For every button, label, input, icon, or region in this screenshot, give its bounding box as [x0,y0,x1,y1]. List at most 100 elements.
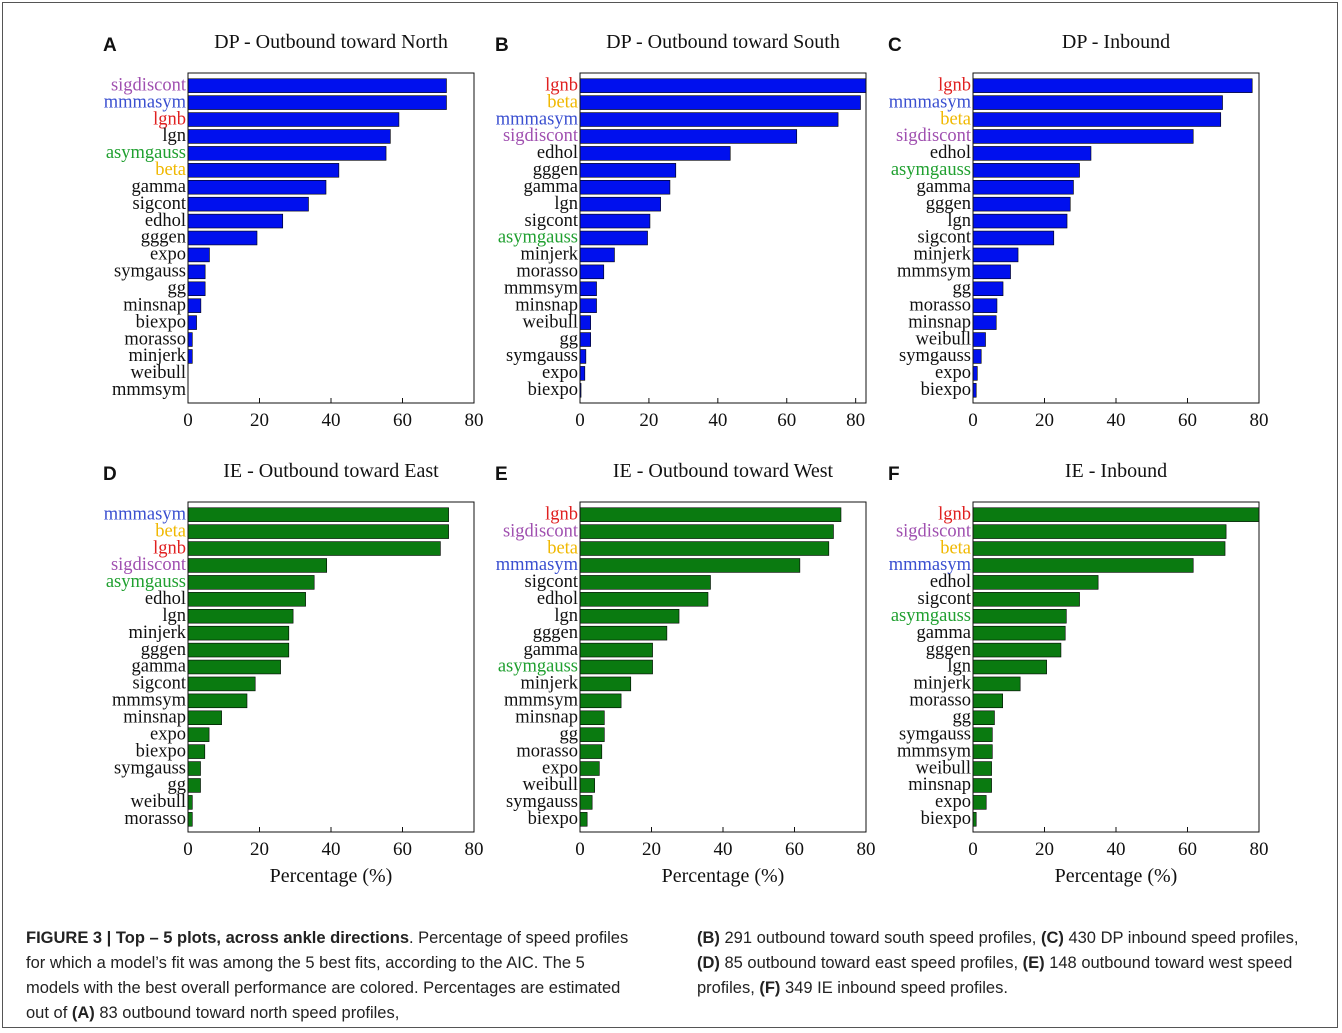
bar [972,349,982,364]
category-label: biexpo [921,380,971,400]
bar [187,795,193,810]
bar [972,558,1194,573]
x-tick-label: 80 [1250,839,1269,860]
bar [579,298,597,313]
x-tick-label: 0 [575,839,585,860]
category-label: minsnap [123,708,186,728]
category-label: beta [155,160,186,180]
category-label: weibull [916,758,972,778]
bar [579,693,622,709]
bar [579,795,593,810]
category-label: lgnb [153,538,186,558]
x-tick-label: 0 [183,839,193,860]
category-label: mmmsym [112,380,187,400]
category-label: edhol [145,211,186,231]
x-tick-label: 60 [1178,839,1197,860]
bar [579,558,801,573]
caption-text-d: 85 outbound toward east speed profiles, [719,954,1023,972]
bar [972,281,1004,297]
category-label: minsnap [123,295,186,315]
category-label: sigdiscont [111,75,187,95]
x-tick-label: 60 [785,839,804,860]
bar [579,659,653,675]
bar [579,727,605,742]
bar [972,213,1068,229]
category-label: symgauss [506,346,578,366]
bar [187,315,197,330]
panel-letter: F [888,464,900,485]
category-label: expo [935,363,971,383]
bar [579,129,798,144]
bar [972,727,993,742]
category-label: sigdiscont [503,521,579,541]
category-label: mmmsym [112,691,187,711]
chart-title: IE - Outbound toward East [223,460,439,482]
category-label: mmmasym [104,504,187,524]
category-label: lgn [554,606,578,626]
x-tick-label: 80 [465,839,484,860]
bar [972,298,998,313]
category-label: asymgauss [106,143,186,163]
bar [579,744,603,759]
bar [579,95,861,110]
x-tick-label: 80 [465,410,484,431]
category-label: mmmasym [496,555,579,575]
bar [187,642,290,658]
category-label: sigdiscont [896,521,972,541]
bar [972,78,1253,93]
bar [579,507,842,522]
category-label: mmmsym [897,262,972,282]
category-label: symgauss [506,792,578,812]
category-label: sigcont [525,211,579,231]
panel-letter: A [103,35,117,56]
category-label: sigcont [918,228,972,248]
bar [187,558,328,573]
x-tick-label: 20 [250,839,269,860]
caption-text-f: 349 IE inbound speed profiles. [780,979,1008,997]
category-label: beta [940,109,971,129]
bar [972,778,992,793]
category-label: symgauss [114,262,186,282]
bar [187,659,281,675]
category-label: gamma [917,177,971,197]
category-label: lgnb [153,109,186,129]
bar [187,264,206,280]
category-label: asymgauss [891,160,971,180]
bar [972,264,1011,280]
category-label: gamma [132,657,186,677]
caption-text-a: 83 outbound toward north speed profiles, [94,1004,400,1022]
category-label: gg [560,724,579,744]
x-tick-label: 20 [639,410,658,431]
bar [187,744,206,759]
category-label: asymgauss [498,657,578,677]
category-label: sigcont [133,674,187,694]
bar [187,95,447,110]
category-label: weibull [523,775,579,795]
bar [972,575,1099,590]
bar [579,196,661,212]
bar [187,710,222,726]
bar [187,247,210,263]
bar [579,761,600,776]
bar [972,744,993,759]
bar [187,676,256,692]
category-label: mmmsym [504,279,579,299]
category-label: expo [150,245,186,265]
chart-title: IE - Outbound toward West [613,460,834,482]
chart-panel-a: A DP - Outbound toward Northsigdiscontmmm… [103,31,484,431]
bar [187,524,449,539]
x-tick-label: 60 [1178,410,1197,431]
figure-label: FIGURE 3 | Top – 5 plots, across ankle d… [26,929,409,947]
bar [972,247,1019,263]
bar [972,332,986,347]
category-label: gamma [132,177,186,197]
chart-panel-d: D IE - Outbound toward Eastmmmasymbetalgn… [103,460,484,887]
x-tick-label: 40 [714,839,733,860]
bar [579,281,597,297]
bar [972,163,1080,178]
category-label: mmmsym [897,741,972,761]
figure-caption-right: (B) 291 outbound toward south speed prof… [697,926,1312,1001]
x-tick-label: 20 [642,839,661,860]
bar [972,129,1194,144]
